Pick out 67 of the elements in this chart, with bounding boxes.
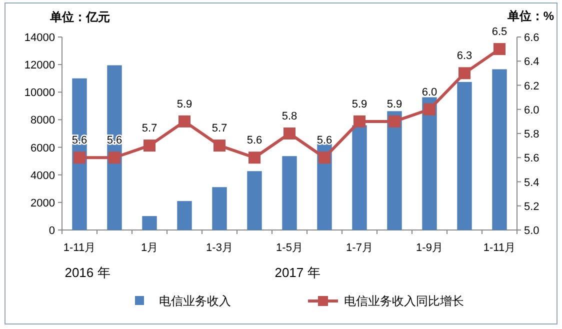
y2-axis-title: 单位：% [506, 9, 554, 23]
data-label: 6.0 [422, 86, 438, 98]
bar [247, 171, 262, 230]
point [494, 43, 506, 56]
point [74, 152, 86, 164]
y-tick-label: 14000 [24, 32, 55, 44]
y2-tick-label: 6.4 [524, 56, 540, 68]
point [424, 103, 436, 116]
text: 2016 年 [64, 265, 110, 280]
x-tick-label: 1-5月 [276, 242, 303, 254]
y-tick-label: 8000 [30, 114, 55, 127]
data-label: 5.7 [212, 122, 228, 135]
bar [72, 78, 87, 230]
bar [352, 125, 367, 230]
x-tick-label: 1-9月 [416, 242, 443, 254]
y-tick-label: 2000 [30, 197, 55, 210]
point [248, 152, 260, 164]
data-label: 5.6 [106, 134, 122, 147]
data-label: 5.8 [282, 110, 298, 122]
y-tick-label: 4000 [30, 170, 55, 182]
y2-tick-label: 5.0 [524, 225, 540, 237]
data-label: 6.5 [492, 26, 508, 38]
point [214, 140, 226, 152]
y-tick-label: 10000 [24, 87, 55, 100]
legend-label: 电信业务收入同比增长 [344, 294, 464, 308]
y2-tick-label: 5.6 [524, 152, 540, 165]
x-tick-label: 1-3月 [206, 242, 233, 254]
y-tick-label: 12000 [24, 60, 55, 72]
y2-tick-label: 6.6 [524, 32, 540, 44]
data-label: 5.9 [176, 98, 192, 110]
bar [212, 187, 227, 230]
data-label: 5.7 [142, 122, 158, 135]
bar [177, 201, 192, 230]
point [108, 152, 120, 164]
y2-tick-label: 6.0 [524, 104, 540, 116]
point [458, 67, 470, 80]
data-label: 5.9 [386, 98, 402, 110]
point [284, 128, 296, 140]
y2-tick-label: 5.8 [524, 128, 540, 140]
point [354, 115, 366, 128]
bar [142, 216, 157, 230]
data-label: 6.3 [456, 50, 472, 62]
x-tick-label: 1月 [140, 242, 158, 254]
point [388, 115, 400, 128]
bar [492, 69, 507, 230]
bar [457, 82, 472, 230]
bar [282, 156, 297, 230]
data-label: 5.6 [72, 134, 88, 147]
point [318, 152, 330, 164]
point [144, 140, 156, 152]
bar [422, 97, 437, 230]
legend-label: 电信业务收入 [159, 294, 231, 308]
x-tick-label: 1-7月 [346, 242, 373, 254]
x-tick-label: 1-11月 [63, 242, 96, 254]
y2-tick-label: 6.2 [524, 80, 540, 92]
data-label: 5.6 [246, 134, 262, 147]
y-axis-title: 单位：亿元 [49, 10, 110, 24]
bar [107, 65, 122, 230]
data-label: 5.9 [352, 98, 368, 110]
y2-tick-label: 5.4 [524, 176, 540, 189]
y-tick-label: 0 [48, 225, 55, 237]
text: 2017 年 [274, 265, 320, 280]
y-tick-label: 6000 [30, 142, 55, 154]
bar [387, 111, 402, 230]
y2-tick-label: 5.2 [524, 200, 540, 213]
point [178, 115, 190, 128]
x-tick-label: 1-11月 [483, 242, 516, 254]
